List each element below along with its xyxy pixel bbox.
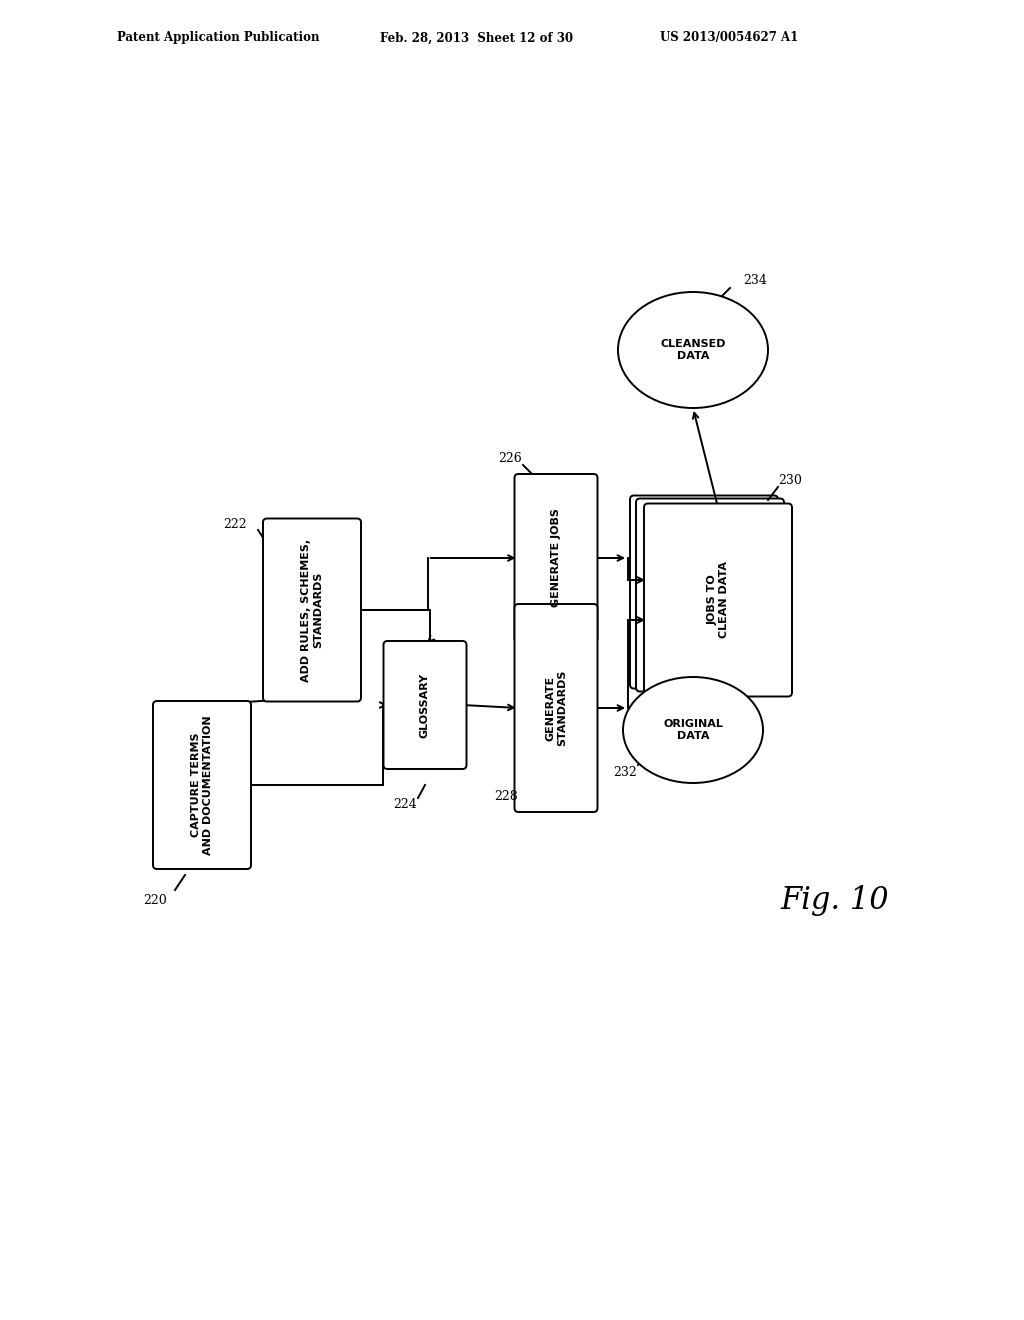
Text: GENERATE JOBS: GENERATE JOBS [551,508,561,607]
FancyBboxPatch shape [384,642,467,770]
Text: Feb. 28, 2013  Sheet 12 of 30: Feb. 28, 2013 Sheet 12 of 30 [380,32,573,45]
Text: US 2013/0054627 A1: US 2013/0054627 A1 [660,32,799,45]
Ellipse shape [618,292,768,408]
Text: CAPTURE TERMS
AND DOCUMENTATION: CAPTURE TERMS AND DOCUMENTATION [191,715,213,855]
Text: 230: 230 [778,474,802,487]
Text: 224: 224 [393,799,417,812]
Ellipse shape [623,677,763,783]
Text: Patent Application Publication: Patent Application Publication [117,32,319,45]
FancyBboxPatch shape [514,474,597,642]
Text: CLEANSED
DATA: CLEANSED DATA [660,339,726,360]
Text: GENERATE
STANDARDS: GENERATE STANDARDS [545,669,567,746]
Text: JOBS TO
CLEAN DATA: JOBS TO CLEAN DATA [708,561,729,639]
FancyBboxPatch shape [514,605,597,812]
Text: 232: 232 [613,766,637,779]
Text: 228: 228 [495,789,518,803]
FancyBboxPatch shape [263,519,361,701]
Text: 222: 222 [223,519,247,532]
Text: ORIGINAL
DATA: ORIGINAL DATA [664,719,723,741]
Text: GLOSSARY: GLOSSARY [420,672,430,738]
Text: Fig. 10: Fig. 10 [780,884,889,916]
FancyBboxPatch shape [636,499,784,692]
Text: ADD RULES, SCHEMES,
STANDARDS: ADD RULES, SCHEMES, STANDARDS [301,539,323,681]
Text: 226: 226 [498,451,522,465]
FancyBboxPatch shape [153,701,251,869]
Text: 234: 234 [743,273,767,286]
FancyBboxPatch shape [644,503,792,697]
FancyBboxPatch shape [630,495,778,689]
Text: 220: 220 [143,894,167,907]
